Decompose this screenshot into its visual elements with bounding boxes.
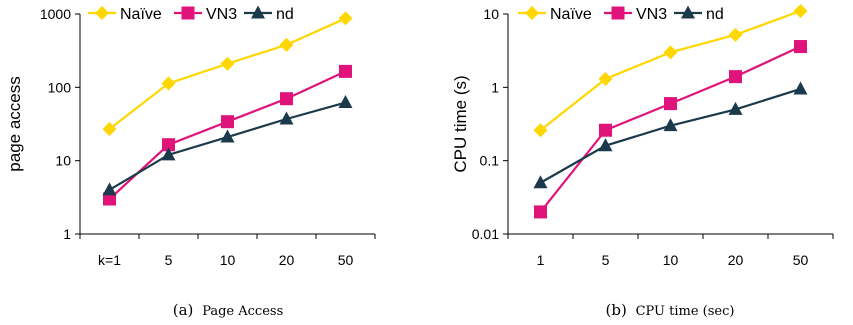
y-tick-label: 0.1 — [480, 153, 500, 169]
diamond-marker — [102, 122, 117, 137]
y-tick-label: 10 — [55, 153, 71, 169]
x-tick-label: 50 — [793, 252, 809, 268]
legend-label: Naïve — [550, 6, 592, 23]
diamond-marker — [533, 123, 548, 138]
triangle-marker — [728, 101, 743, 115]
square-marker — [221, 115, 234, 129]
x-tick-label: 10 — [220, 252, 236, 268]
series-na-ve — [102, 11, 353, 137]
series-line — [539, 9, 801, 132]
x-tick-label: 20 — [279, 252, 295, 268]
caption-text: Page Access — [202, 304, 283, 319]
diamond-marker — [793, 3, 808, 18]
legend-label: Naïve — [120, 6, 162, 23]
figure-caption: (b) CPU time (sec) — [606, 301, 735, 319]
caption-label: (b) — [606, 301, 632, 319]
diamond-marker — [279, 37, 294, 52]
legend: Naïve VN3 nd — [88, 5, 294, 23]
y-axis-label: CPU time (s) — [451, 75, 470, 172]
y-tick-label: 10 — [483, 6, 499, 22]
legend-label: nd — [276, 6, 294, 23]
y-tick-label: 1 — [491, 79, 499, 95]
square-marker — [611, 6, 625, 20]
y-axis-label: page access — [5, 76, 24, 171]
triangle-marker — [598, 138, 613, 152]
series-vn3 — [103, 64, 352, 206]
diamond-marker — [598, 71, 613, 86]
x-tick-label: k=1 — [98, 252, 121, 268]
legend-label: VN3 — [636, 6, 667, 23]
y-tick-label: 1000 — [40, 6, 71, 22]
x-tick-label: 10 — [663, 252, 679, 268]
square-marker — [280, 92, 293, 106]
x-tick-label: 50 — [338, 252, 354, 268]
square-marker — [181, 6, 195, 20]
square-marker — [599, 123, 612, 137]
triangle-marker — [102, 182, 117, 196]
diamond-marker — [95, 6, 109, 20]
triangle-marker — [161, 147, 176, 161]
x-tick-label: 5 — [165, 252, 173, 268]
triangle-marker — [681, 5, 695, 19]
caption-text: CPU time (sec) — [636, 304, 735, 319]
square-marker — [794, 40, 807, 54]
square-marker — [103, 192, 116, 206]
chart-page-access: 1 10 100 1000 k=1 5 10 20 50 page access Naïve VN3 n… — [5, 5, 376, 319]
triangle-marker — [793, 81, 808, 95]
figure-caption: (a) Page Access — [173, 301, 283, 319]
x-tick-label: 20 — [728, 252, 744, 268]
series-nd — [533, 81, 808, 189]
triangle-marker — [663, 118, 678, 132]
x-tick-label: 5 — [602, 252, 610, 268]
legend-label: nd — [706, 6, 724, 23]
triangle-marker — [251, 5, 265, 19]
square-marker — [664, 97, 677, 111]
caption-label: (a) — [173, 301, 198, 319]
square-marker — [729, 70, 742, 84]
series-nd — [102, 95, 353, 196]
diamond-marker — [525, 6, 539, 20]
triangle-marker — [338, 95, 353, 109]
square-marker — [339, 64, 352, 78]
chart-cpu-time: 0.01 0.1 1 10 1 5 10 20 50 CPU time (s) Naïve VN3 nd… — [451, 3, 834, 319]
triangle-marker — [533, 175, 548, 189]
diamond-marker — [728, 27, 743, 42]
diamond-marker — [161, 76, 176, 91]
legend-label: VN3 — [206, 6, 237, 23]
diamond-marker — [338, 11, 353, 26]
series-na-ve — [533, 3, 808, 138]
diamond-marker — [663, 45, 678, 60]
diamond-marker — [220, 56, 235, 71]
x-tick-label: 1 — [537, 252, 545, 268]
y-tick-label: 0.01 — [472, 226, 499, 242]
square-marker — [162, 138, 175, 152]
y-tick-label: 1 — [63, 226, 71, 242]
triangle-marker — [220, 129, 235, 143]
square-marker — [534, 205, 547, 219]
legend: Naïve VN3 nd — [518, 5, 724, 23]
triangle-marker — [279, 111, 294, 125]
y-tick-label: 100 — [48, 79, 72, 95]
